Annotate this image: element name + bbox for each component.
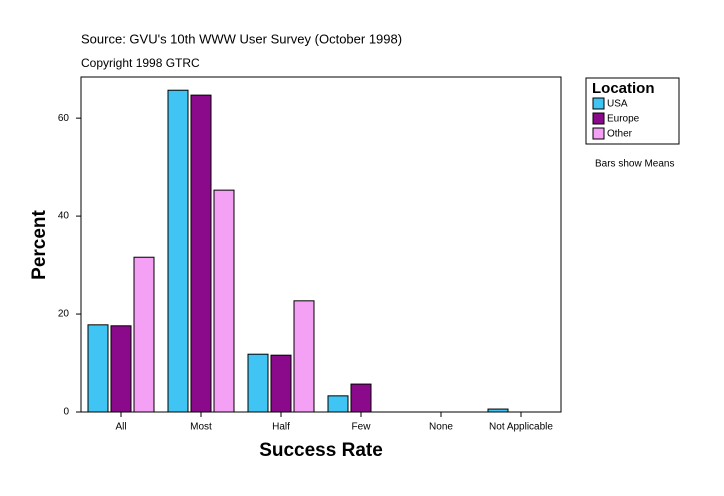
x-tick-label: All: [115, 422, 126, 433]
bar: [293, 300, 315, 413]
x-tick-label: Most: [190, 422, 212, 433]
legend-swatch: [592, 127, 605, 140]
legend-title: Location: [592, 80, 655, 97]
y-tick-label: 40: [58, 211, 70, 222]
x-tick-label: Few: [352, 422, 372, 433]
bar: [247, 353, 269, 413]
bar: [110, 325, 132, 413]
legend-label: Europe: [607, 114, 640, 125]
bar: [270, 354, 292, 413]
y-tick-label: 20: [58, 309, 70, 320]
x-tick-label: None: [429, 422, 453, 433]
legend-label: Other: [607, 129, 633, 140]
plot-frame: [80, 76, 562, 413]
x-tick-label: Half: [272, 422, 290, 433]
y-tick-label: 0: [63, 407, 69, 418]
bar: [327, 395, 349, 413]
chart-title: Source: GVU's 10th WWW User Survey (Octo…: [81, 31, 402, 46]
legend-swatch: [592, 112, 605, 125]
chart-subtitle: Copyright 1998 GTRC: [81, 56, 200, 70]
bar: [133, 256, 155, 413]
bar: [167, 89, 189, 413]
x-tick-label: Not Applicable: [489, 422, 553, 433]
bar: [87, 324, 109, 413]
bar: [350, 383, 372, 413]
y-axis-label: Percent: [29, 209, 50, 279]
annotation: Bars show Means: [595, 159, 674, 170]
x-axis-label: Success Rate: [259, 440, 383, 461]
bar: [213, 189, 235, 413]
bar: [487, 408, 509, 413]
legend-label: USA: [607, 99, 628, 110]
bar: [190, 94, 212, 413]
legend-swatch: [592, 97, 605, 110]
y-tick-label: 60: [58, 113, 70, 124]
